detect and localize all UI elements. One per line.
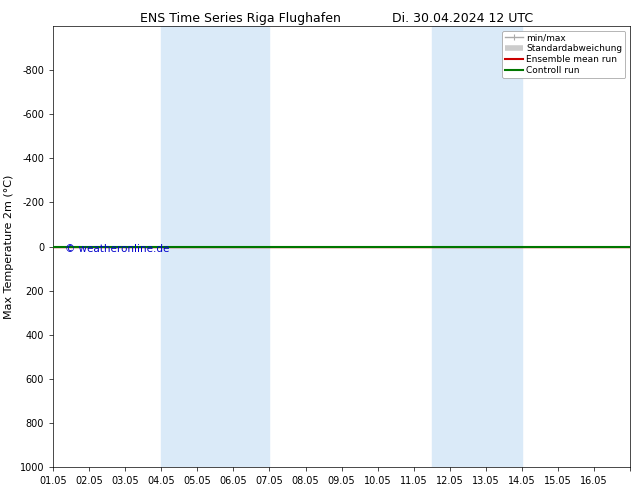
Text: ENS Time Series Riga Flughafen: ENS Time Series Riga Flughafen [141,12,341,25]
Text: Di. 30.04.2024 12 UTC: Di. 30.04.2024 12 UTC [392,12,533,25]
Bar [162,26,269,467]
Y-axis label: Max Temperature 2m (°C): Max Temperature 2m (°C) [4,174,14,318]
Bar [432,26,522,467]
Legend: min/max, Standardabweichung, Ensemble mean run, Controll run: min/max, Standardabweichung, Ensemble me… [502,31,625,77]
Text: © weatheronline.de: © weatheronline.de [65,244,169,254]
